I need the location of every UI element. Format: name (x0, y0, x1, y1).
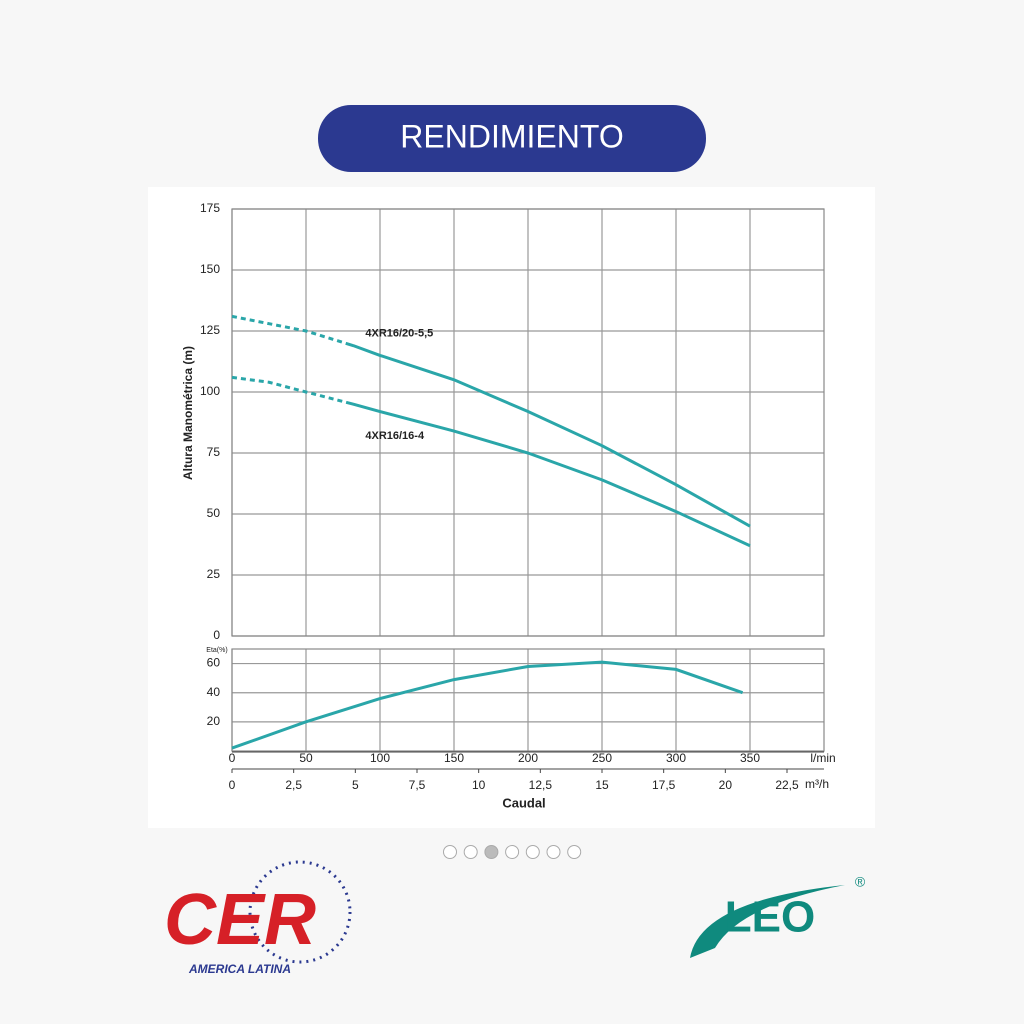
y-tick-label: 125 (200, 323, 220, 337)
y-axis-label: Eta(%) (206, 647, 227, 654)
y-tick-label: 25 (207, 567, 221, 581)
logo-text: LEO (725, 893, 815, 942)
series-label: 4XR16/16-4 (365, 430, 425, 442)
logo-dial (248, 860, 352, 964)
y-tick-label: 175 (200, 201, 220, 215)
pagination-dot[interactable] (567, 845, 582, 859)
logo-swoosh (690, 885, 845, 958)
y-tick-label: 0 (213, 628, 220, 642)
x2-tick-label: 17,5 (652, 778, 676, 792)
data-line (231, 660, 744, 750)
x2-tick-label: 0 (229, 778, 236, 792)
y-tick-label: 60 (207, 656, 221, 670)
x2-tick-label: 2,5 (285, 778, 302, 792)
y-tick-label: 20 (207, 714, 221, 728)
header-title: RENDIMIENTO (400, 118, 623, 154)
x2-tick-label: 22,5 (775, 778, 799, 792)
x-unit: l/min (810, 751, 835, 765)
x2-tick-label: 15 (595, 778, 609, 792)
logo-text: CER (164, 880, 316, 960)
x2-tick-label: 10 (472, 778, 486, 792)
logo-cer: CER AMERICA LATINA (164, 860, 352, 976)
x-tick-label: 300 (666, 751, 686, 765)
x-tick-label: 200 (518, 751, 538, 765)
data-line (231, 314, 751, 528)
x-tick-label: 50 (299, 751, 313, 765)
y-tick-label: 75 (207, 445, 221, 459)
y-axis-label: Altura Manométrica (m) (181, 346, 195, 480)
x-tick-label: 100 (370, 751, 390, 765)
logo-subtext: AMERICA LATINA (188, 962, 291, 976)
x2-tick-label: 5 (352, 778, 359, 792)
y-tick-label: 100 (200, 384, 220, 398)
pagination-dot[interactable] (525, 845, 540, 859)
y-tick-label: 50 (207, 506, 221, 520)
x-tick-label: 250 (592, 751, 612, 765)
y-tick-label: 150 (200, 262, 220, 276)
x2-unit: m³/h (805, 777, 829, 791)
x-tick-label: 350 (740, 751, 760, 765)
x2-tick-label: 7,5 (409, 778, 426, 792)
pagination-dot[interactable] (484, 845, 499, 859)
header-pill (318, 105, 706, 172)
plot-frame (231, 208, 825, 637)
plot-frame (231, 648, 825, 752)
pagination-dot[interactable] (443, 845, 457, 859)
pagination-dot[interactable] (463, 845, 478, 859)
x-tick-label: 150 (444, 751, 464, 765)
logo-mark: ® (855, 874, 866, 890)
x-axis-label: Caudal (502, 795, 545, 810)
pagination-dot[interactable] (546, 845, 561, 859)
y-tick-label: 40 (207, 685, 221, 699)
x2-tick-label: 20 (719, 778, 733, 792)
series-label: 4XR16/20-5,5 (365, 328, 433, 340)
data-line (231, 375, 751, 548)
pagination-dot[interactable] (505, 845, 520, 859)
logo-leo: LEO ® (690, 874, 866, 958)
x-tick-label: 0 (229, 751, 236, 765)
chart-panel (148, 187, 875, 828)
x2-tick-label: 12,5 (529, 778, 553, 792)
